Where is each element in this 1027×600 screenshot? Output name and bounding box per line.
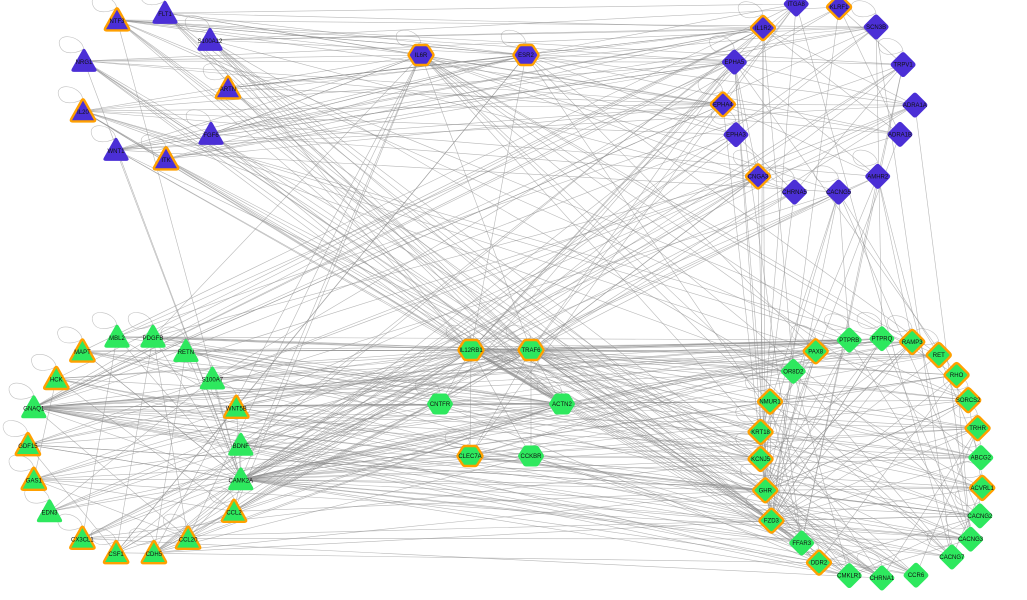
svg-text:GHR: GHR	[759, 488, 773, 494]
svg-text:ITK: ITK	[161, 158, 170, 164]
svg-text:ADRA1B: ADRA1B	[888, 132, 912, 138]
svg-text:CAMK2A: CAMK2A	[228, 478, 253, 484]
svg-text:DDR2: DDR2	[811, 561, 828, 567]
svg-text:CHRNA1: CHRNA1	[870, 576, 895, 582]
svg-text:PAX8: PAX8	[808, 349, 824, 355]
svg-text:RET: RET	[933, 353, 945, 359]
svg-text:PTPRB: PTPRB	[839, 338, 859, 344]
svg-text:HCK: HCK	[50, 378, 63, 384]
svg-text:KLRF1: KLRF1	[830, 5, 849, 11]
svg-text:TRHR: TRHR	[969, 426, 986, 432]
svg-text:ITGA8: ITGA8	[788, 2, 806, 8]
svg-text:ESR2: ESR2	[518, 53, 534, 59]
svg-text:PTPRQ: PTPRQ	[872, 337, 893, 343]
svg-text:SORCS2: SORCS2	[956, 398, 981, 404]
svg-text:CACNG7: CACNG7	[939, 555, 965, 561]
svg-text:S100A12: S100A12	[198, 39, 223, 45]
svg-text:CSF1: CSF1	[108, 552, 124, 558]
svg-text:EDN3: EDN3	[41, 510, 58, 516]
svg-text:AMHR2: AMHR2	[867, 174, 889, 180]
svg-text:NTF3: NTF3	[110, 19, 126, 25]
svg-text:NRG1: NRG1	[76, 60, 93, 66]
svg-text:CDH5: CDH5	[146, 552, 163, 558]
svg-text:SCN3B: SCN3B	[866, 25, 886, 31]
svg-text:WNT5B: WNT5B	[226, 406, 247, 412]
svg-text:ARTN: ARTN	[220, 87, 236, 93]
svg-text:ABCG2: ABCG2	[971, 456, 992, 462]
svg-text:ADRA1A: ADRA1A	[903, 103, 927, 109]
svg-text:FZD3: FZD3	[764, 519, 780, 525]
svg-text:KCNJ5: KCNJ5	[751, 457, 771, 463]
svg-text:GNAQ1: GNAQ1	[23, 406, 45, 412]
svg-text:CCL20: CCL20	[179, 537, 198, 543]
svg-text:MAPT: MAPT	[74, 350, 91, 356]
svg-text:GAS1: GAS1	[26, 478, 43, 484]
svg-text:CCL2: CCL2	[226, 510, 242, 516]
svg-text:CHRNA5: CHRNA5	[782, 190, 807, 196]
svg-text:TRAF6: TRAF6	[521, 348, 541, 354]
svg-text:PDGFB: PDGFB	[143, 336, 164, 342]
svg-text:BDNF: BDNF	[233, 444, 250, 450]
svg-text:CX3CL1: CX3CL1	[71, 537, 94, 543]
svg-text:FLT1: FLT1	[158, 12, 172, 18]
svg-text:ACTN2: ACTN2	[552, 402, 572, 408]
svg-text:IL12RB1: IL12RB1	[459, 348, 483, 354]
svg-text:IL6R: IL6R	[415, 53, 428, 59]
svg-text:NMUR1: NMUR1	[759, 400, 781, 406]
svg-text:S100A7: S100A7	[202, 378, 224, 384]
svg-text:IL1R2: IL1R2	[755, 26, 772, 32]
svg-text:RETN: RETN	[178, 350, 194, 356]
svg-text:WNT1: WNT1	[108, 149, 126, 155]
svg-text:CMKLR1: CMKLR1	[837, 574, 862, 580]
svg-text:CCKBR: CCKBR	[520, 454, 542, 460]
svg-text:CACNG2: CACNG2	[967, 514, 993, 520]
svg-text:EPHA3: EPHA3	[726, 133, 746, 139]
svg-text:CNTFR: CNTFR	[430, 402, 451, 408]
svg-text:ACVRL1: ACVRL1	[971, 486, 995, 492]
svg-text:KRT18: KRT18	[751, 430, 770, 436]
svg-text:RAMP3: RAMP3	[902, 340, 923, 346]
svg-text:CNGA3: CNGA3	[748, 174, 769, 180]
svg-text:EPHA5: EPHA5	[725, 60, 745, 66]
svg-text:GDF15: GDF15	[18, 444, 38, 450]
svg-text:FGF6: FGF6	[203, 133, 219, 139]
svg-text:CLEC7A: CLEC7A	[458, 454, 481, 460]
svg-text:MBL2: MBL2	[109, 336, 125, 342]
svg-text:CACNG5: CACNG5	[826, 190, 852, 196]
svg-text:FFAR3: FFAR3	[792, 541, 811, 547]
svg-text:CCR6: CCR6	[908, 573, 925, 579]
svg-text:IL20: IL20	[77, 110, 89, 116]
svg-text:OR8D2: OR8D2	[783, 369, 804, 375]
svg-text:CACNG3: CACNG3	[958, 537, 984, 543]
svg-text:RHO: RHO	[950, 373, 964, 379]
svg-text:TRPV1: TRPV1	[893, 63, 913, 69]
svg-text:EPHA4: EPHA4	[713, 102, 733, 108]
